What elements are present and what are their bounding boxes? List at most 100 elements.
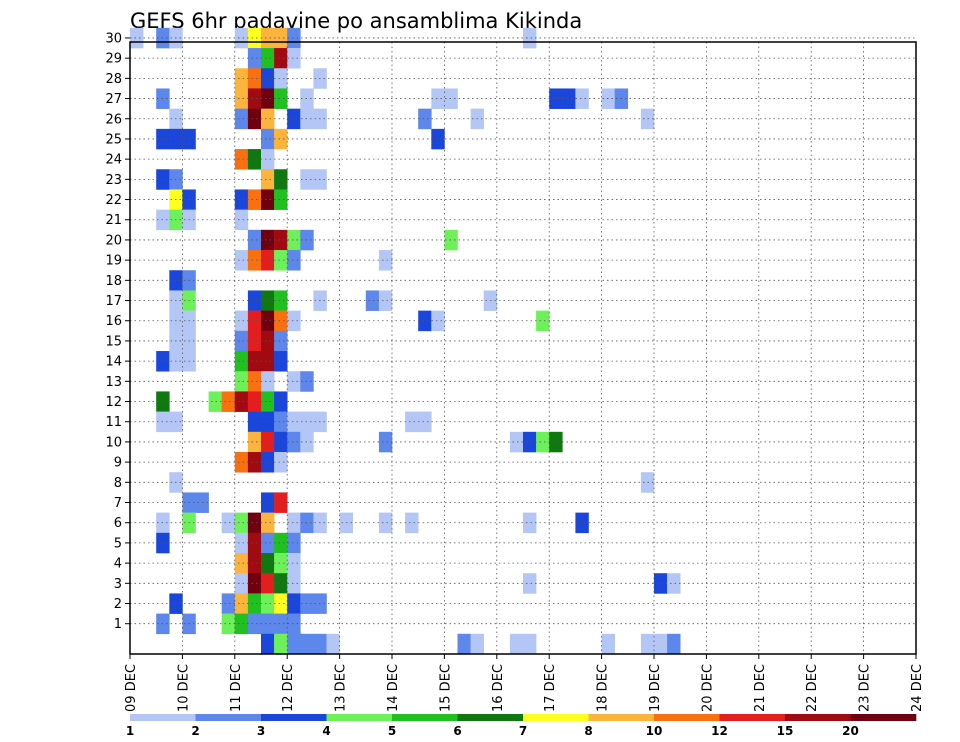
heatmap-cell bbox=[287, 108, 301, 130]
x-tick-label: 15 DEC bbox=[438, 664, 453, 712]
heatmap-cell bbox=[261, 310, 275, 332]
y-tick-label: 19 bbox=[105, 254, 122, 269]
heatmap-cell bbox=[247, 553, 262, 574]
y-tick-label: 24 bbox=[105, 153, 122, 168]
heatmap-cell bbox=[523, 573, 537, 594]
heatmap-cell bbox=[247, 88, 262, 109]
heatmap-cell bbox=[640, 633, 655, 655]
x-tick-label: 16 DEC bbox=[491, 664, 506, 712]
heatmap-cell bbox=[326, 633, 340, 655]
heatmap-cell bbox=[221, 613, 236, 635]
heatmap-cell bbox=[261, 149, 275, 170]
heatmap-cell bbox=[234, 553, 249, 574]
heatmap-cell bbox=[509, 633, 524, 655]
heatmap-cell bbox=[274, 290, 288, 311]
heatmap-cell bbox=[274, 229, 288, 251]
colorbar-label: 5 bbox=[388, 724, 396, 738]
y-tick-label: 23 bbox=[105, 173, 122, 188]
heatmap-cell bbox=[378, 250, 393, 271]
heatmap-cell bbox=[667, 573, 681, 594]
colorbar-label: 20 bbox=[842, 724, 859, 738]
y-tick-label: 5 bbox=[114, 536, 122, 551]
heatmap-cell bbox=[300, 633, 314, 655]
colorbar-label: 7 bbox=[519, 724, 527, 738]
heatmap-cell bbox=[247, 290, 262, 311]
heatmap-cell bbox=[405, 411, 419, 433]
heatmap-cell bbox=[536, 310, 550, 332]
heatmap-cell bbox=[261, 351, 275, 372]
colorbar-swatch bbox=[195, 714, 262, 721]
x-tick-label: 22 DEC bbox=[805, 664, 820, 712]
heatmap-cell bbox=[261, 411, 275, 433]
heatmap-cell bbox=[234, 391, 249, 412]
colorbar-legend: 1 2 3 4 5 6 7 8 10 12 15 20 bbox=[126, 714, 917, 738]
heatmap-cell bbox=[274, 633, 288, 655]
colorbar-label: 2 bbox=[191, 724, 199, 738]
colorbar-swatch bbox=[130, 714, 196, 721]
x-tick-label: 10 DEC bbox=[176, 664, 191, 712]
heatmap-cell bbox=[274, 553, 288, 574]
heatmap-cell bbox=[247, 310, 262, 332]
heatmap-cell bbox=[261, 108, 275, 130]
heatmap-cell bbox=[247, 613, 262, 635]
heatmap-cell bbox=[247, 68, 262, 89]
heatmap-cell bbox=[234, 593, 249, 614]
colorbar-label: 3 bbox=[257, 724, 265, 738]
heatmap-cell bbox=[274, 492, 288, 513]
heatmap-cell bbox=[523, 27, 537, 49]
colorbar-swatch bbox=[457, 714, 524, 721]
heatmap-cell bbox=[274, 593, 288, 614]
heatmap-cell bbox=[247, 351, 262, 372]
x-tick-label: 11 DEC bbox=[229, 664, 244, 712]
heatmap-cell bbox=[287, 553, 301, 574]
heatmap-cell bbox=[247, 371, 262, 392]
heatmap-cell bbox=[274, 250, 288, 271]
heatmap-cell bbox=[234, 68, 249, 89]
colorbar-label: 15 bbox=[777, 724, 794, 738]
heatmap-cell bbox=[654, 573, 668, 594]
heatmap-cell bbox=[274, 532, 288, 554]
heatmap-cell bbox=[234, 371, 249, 392]
heatmap-cell bbox=[261, 573, 275, 594]
y-tick-label: 14 bbox=[105, 355, 122, 370]
y-tick-label: 1 bbox=[114, 617, 122, 632]
heatmap-cell bbox=[247, 411, 262, 433]
heatmap-cell bbox=[287, 48, 301, 69]
x-tick-label: 24 DEC bbox=[910, 664, 925, 712]
heatmap-cell bbox=[261, 492, 275, 513]
heatmap-cell bbox=[274, 411, 288, 433]
heatmap-cell bbox=[247, 229, 262, 251]
heatmap-cell bbox=[261, 371, 275, 392]
colorbar-label: 10 bbox=[646, 724, 663, 738]
colorbar-swatch bbox=[392, 714, 458, 721]
y-tick-label: 6 bbox=[114, 516, 122, 531]
heatmap-cell bbox=[261, 431, 275, 453]
heatmap-cell bbox=[234, 189, 249, 210]
x-tick-label: 21 DEC bbox=[753, 664, 768, 712]
heatmap-cell bbox=[287, 411, 301, 433]
heatmap-cell bbox=[130, 27, 144, 49]
heatmap-cell bbox=[261, 633, 275, 655]
heatmap-cell bbox=[261, 613, 275, 635]
heatmap-cell bbox=[247, 108, 262, 130]
heatmap-cell bbox=[261, 452, 275, 473]
heatmap-cell bbox=[287, 27, 301, 49]
heatmap-cell bbox=[378, 290, 393, 311]
heatmap-cell bbox=[247, 391, 262, 412]
y-tick-label: 11 bbox=[105, 415, 122, 430]
x-tick-label: 19 DEC bbox=[648, 664, 663, 712]
heatmap-cell bbox=[575, 512, 589, 534]
heatmap-cell bbox=[261, 169, 275, 190]
colorbar-swatch bbox=[523, 714, 589, 721]
colorbar-swatch bbox=[719, 714, 786, 721]
heatmap-cell bbox=[247, 189, 262, 210]
heatmap-cell bbox=[247, 149, 262, 170]
heatmap-cell bbox=[261, 553, 275, 574]
heatmap-cell bbox=[274, 452, 288, 473]
y-tick-label: 9 bbox=[114, 456, 122, 471]
heatmap-cell bbox=[261, 27, 275, 49]
heatmap-cell bbox=[247, 48, 262, 69]
heatmap-cell bbox=[274, 391, 288, 412]
x-tick-label: 14 DEC bbox=[386, 664, 401, 712]
